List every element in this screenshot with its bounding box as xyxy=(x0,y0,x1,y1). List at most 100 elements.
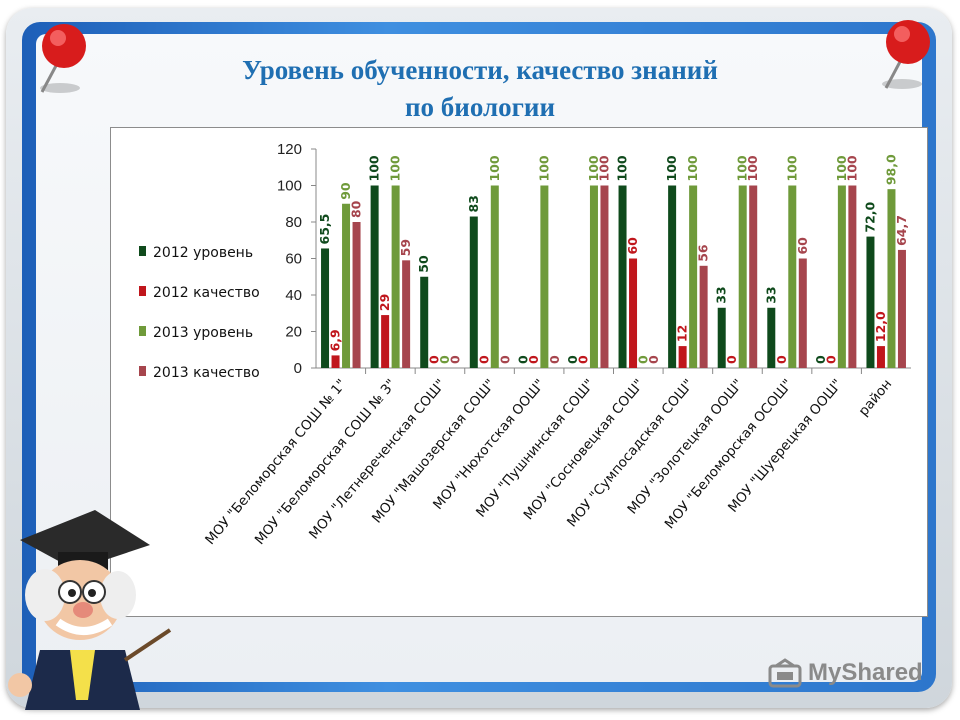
bar xyxy=(848,185,857,368)
data-label: 100 xyxy=(834,155,849,181)
data-label: 29 xyxy=(377,294,392,311)
bar xyxy=(689,185,698,368)
watermark-text: MyShared xyxy=(808,659,923,686)
data-label: 0 xyxy=(724,355,739,364)
data-label: 33 xyxy=(763,286,778,303)
data-label: 65,5 xyxy=(317,214,332,245)
bar xyxy=(321,248,330,368)
data-label: 0 xyxy=(774,355,789,364)
data-label: 0 xyxy=(427,355,442,364)
data-label: 100 xyxy=(536,155,551,181)
data-label: 100 xyxy=(487,155,502,181)
bar xyxy=(490,185,499,368)
bar xyxy=(352,222,361,368)
bar xyxy=(897,249,906,368)
bar xyxy=(788,185,797,368)
y-tick-label: 0 xyxy=(294,360,302,377)
y-tick-label: 60 xyxy=(285,251,302,268)
data-label: 100 xyxy=(388,155,403,181)
bar xyxy=(668,185,677,368)
data-label: 12,0 xyxy=(873,311,888,342)
data-label: 0 xyxy=(448,355,463,364)
data-label: 100 xyxy=(745,155,760,181)
pushpin-left-icon xyxy=(40,24,86,93)
data-label: 60 xyxy=(795,237,810,255)
bar xyxy=(887,189,896,368)
professor-mascot-icon xyxy=(8,510,172,710)
data-label: 0 xyxy=(547,355,562,364)
data-label: 100 xyxy=(685,155,700,181)
data-label: 0 xyxy=(515,355,530,364)
data-label: 0 xyxy=(565,355,580,364)
data-label: 98,0 xyxy=(883,154,898,185)
bar xyxy=(342,203,351,368)
bar xyxy=(699,265,708,368)
data-label: 100 xyxy=(844,155,859,181)
title-line-1: Уровень обученности, качество знаний xyxy=(242,55,718,85)
data-label: 64,7 xyxy=(894,215,909,246)
bar xyxy=(600,185,609,368)
data-label: 72,0 xyxy=(862,201,877,232)
data-label: 100 xyxy=(586,155,601,181)
data-label: 0 xyxy=(437,355,452,364)
data-label: 0 xyxy=(575,355,590,364)
bar xyxy=(370,185,379,368)
bar xyxy=(540,185,549,368)
bar xyxy=(678,346,687,368)
data-label: 0 xyxy=(476,355,491,364)
pushpin-right-icon xyxy=(882,20,930,89)
legend-swatch xyxy=(139,326,146,336)
data-label: 0 xyxy=(646,355,661,364)
data-label: 0 xyxy=(813,355,828,364)
bar xyxy=(469,216,478,368)
data-label: 80 xyxy=(349,200,364,218)
bar xyxy=(381,315,390,368)
bar xyxy=(629,258,638,368)
data-label: 60 xyxy=(625,237,640,255)
bar xyxy=(589,185,598,368)
legend-swatch xyxy=(139,286,146,296)
myshared-logo-icon xyxy=(768,658,802,688)
bar xyxy=(866,236,875,368)
data-label: 100 xyxy=(367,155,382,181)
legend-label: 2013 уровень xyxy=(153,325,253,341)
bar xyxy=(767,307,776,368)
bar xyxy=(420,276,429,368)
y-tick-label: 20 xyxy=(285,324,302,341)
data-label: 100 xyxy=(596,155,611,181)
legend-swatch xyxy=(139,366,146,376)
bar xyxy=(618,185,627,368)
data-label: 100 xyxy=(664,155,679,181)
data-label: 0 xyxy=(823,355,838,364)
data-label: 0 xyxy=(526,355,541,364)
bar xyxy=(738,185,747,368)
title-line-2: по биологии xyxy=(404,92,556,122)
data-label: 0 xyxy=(636,355,651,364)
bar xyxy=(331,355,340,368)
data-label: 50 xyxy=(416,255,431,273)
data-label: 0 xyxy=(497,355,512,364)
bar xyxy=(749,185,758,368)
data-label: 6,9 xyxy=(328,329,343,351)
data-label: 100 xyxy=(735,155,750,181)
legend-label: 2012 качество xyxy=(153,285,260,301)
data-label: 59 xyxy=(398,239,413,256)
y-tick-label: 100 xyxy=(277,178,302,195)
data-label: 12 xyxy=(675,325,690,342)
data-label: 83 xyxy=(466,195,481,212)
data-label: 90 xyxy=(338,182,353,200)
y-tick-label: 120 xyxy=(277,141,302,158)
bar xyxy=(876,346,885,368)
y-tick-label: 40 xyxy=(285,287,302,304)
bar xyxy=(391,185,400,368)
bar xyxy=(837,185,846,368)
legend-swatch xyxy=(139,246,146,256)
category-label: район xyxy=(856,376,896,419)
data-label: 56 xyxy=(696,244,711,262)
data-label: 100 xyxy=(784,155,799,181)
legend-label: 2012 уровень xyxy=(153,245,253,261)
chart-container: 0 20 40 60 80 100 120 65,5 6,9 90 80 МОУ "Беломорск… xyxy=(110,127,928,617)
bar xyxy=(402,260,411,368)
y-tick-label: 80 xyxy=(285,214,302,231)
